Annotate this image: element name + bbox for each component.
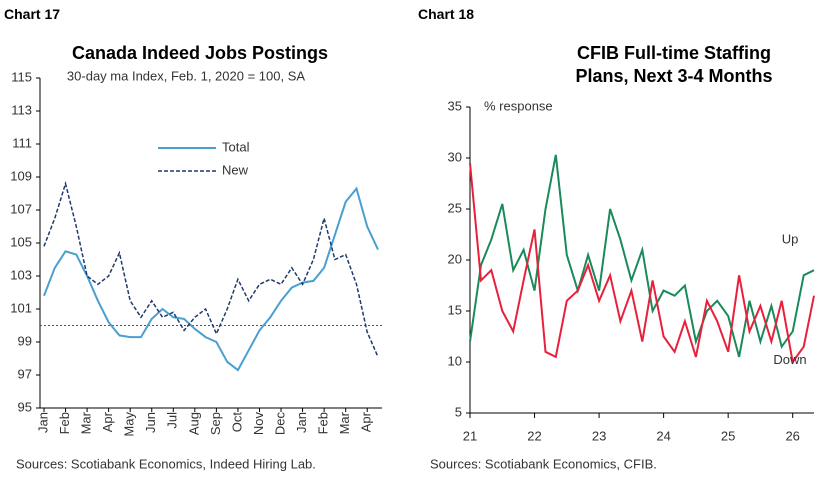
x-tick-label: Feb — [316, 412, 331, 434]
x-tick-label: 22 — [527, 428, 541, 443]
x-tick-label: Jan — [35, 412, 50, 433]
series-line — [469, 163, 815, 365]
y-tick-label: 25 — [448, 200, 462, 215]
y-tick-label: 97 — [18, 366, 32, 381]
x-tick-label: Aug — [186, 412, 201, 435]
series-line — [469, 154, 815, 358]
x-tick-label: May — [122, 412, 137, 437]
x-tick-label: Feb — [57, 412, 72, 434]
source: Sources: Scotiabank Economics, Indeed Hi… — [16, 456, 316, 471]
y-tick-label: 115 — [11, 69, 32, 84]
y-tick-label: 113 — [11, 102, 32, 117]
y-tick-label: 20 — [448, 251, 462, 266]
source: Sources: Scotiabank Economics, CFIB. — [430, 456, 657, 471]
y-tick-label: 109 — [10, 168, 32, 183]
x-tick-label: 24 — [656, 428, 670, 443]
x-tick-label: 23 — [592, 428, 606, 443]
y-tick-label: 111 — [12, 135, 32, 150]
legend-label: Total — [222, 139, 250, 154]
y-tick-label: 103 — [10, 267, 32, 282]
subtitle: 30-day ma Index, Feb. 1, 2020 = 100, SA — [67, 68, 305, 83]
x-tick-label: 26 — [785, 428, 799, 443]
chart-label: Chart 18 — [418, 6, 475, 22]
x-tick-label: 25 — [721, 428, 735, 443]
x-tick-label: Jun — [143, 412, 158, 433]
y-tick-label: 107 — [10, 201, 32, 216]
x-tick-label: Jan — [294, 412, 309, 433]
y-tick-label: 5 — [455, 404, 462, 419]
x-tick-label: Sep — [208, 412, 223, 435]
x-tick-label: Apr — [359, 411, 374, 432]
y-tick-label: 15 — [448, 302, 462, 317]
y-tick-label: 99 — [18, 333, 32, 348]
x-tick-label: Mar — [79, 411, 94, 434]
y-tick-label: 101 — [10, 300, 32, 315]
series-label: Down — [773, 352, 806, 367]
x-tick-label: Apr — [100, 411, 115, 432]
y-tick-label: 10 — [448, 353, 462, 368]
x-tick-label: Dec — [272, 412, 287, 436]
chart-label: Chart 17 — [4, 6, 61, 22]
y-tick-label: 35 — [448, 98, 462, 113]
y-axis-label: % response — [484, 98, 553, 113]
series-label: Up — [782, 232, 799, 247]
y-tick-label: 30 — [448, 149, 462, 164]
x-tick-label: Jul — [165, 412, 180, 429]
chart-title: Canada Indeed Jobs Postings — [71, 43, 329, 63]
x-tick-label: Mar — [337, 411, 352, 434]
y-tick-label: 95 — [18, 399, 32, 414]
legend-label: New — [222, 162, 249, 177]
chart-title: CFIB Full-time Staffing Plans, Next 3-4 … — [575, 43, 773, 86]
x-tick-label: 21 — [463, 428, 477, 443]
series-line — [43, 186, 379, 372]
y-tick-label: 105 — [10, 234, 32, 249]
x-tick-label: Oct — [229, 412, 244, 433]
series-line — [43, 180, 379, 358]
x-tick-label: Nov — [251, 412, 266, 436]
